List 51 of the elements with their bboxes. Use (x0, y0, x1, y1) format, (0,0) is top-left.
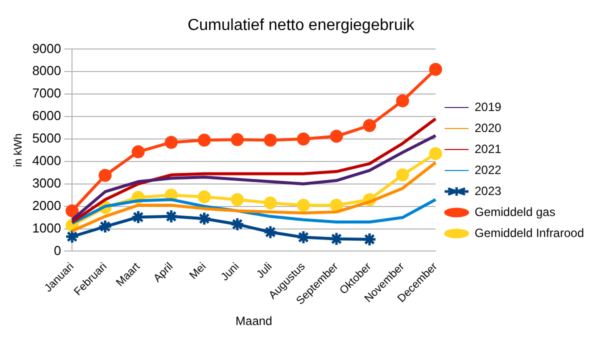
y-tick-label: 3000 (32, 175, 62, 190)
point (132, 145, 145, 158)
point (197, 211, 212, 226)
y-tick-label: 4000 (32, 153, 62, 168)
point (329, 232, 344, 246)
point (296, 198, 310, 212)
y-tick-label: 1000 (32, 220, 62, 236)
point (264, 196, 277, 210)
point (263, 224, 278, 240)
y-tick-label: 6000 (32, 108, 62, 124)
y-tick-label: 2000 (32, 198, 62, 213)
point (429, 62, 442, 76)
x-axis-title: Maand (236, 314, 272, 328)
point (296, 230, 311, 245)
legend-label: 2020 (474, 120, 502, 135)
point (230, 133, 244, 146)
x-tick-label: Mei (188, 260, 209, 282)
point (164, 209, 179, 224)
point (429, 147, 442, 160)
legend-label: 2019 (474, 100, 502, 114)
point (396, 94, 410, 108)
y-tick-label: 8000 (32, 63, 62, 78)
chart-title: Cumulatief netto energiegebruik (188, 17, 416, 34)
point (98, 168, 112, 182)
y-tick-label: 9000 (32, 40, 62, 56)
legend-label: 2022 (474, 162, 502, 177)
point (230, 217, 245, 232)
point (64, 229, 80, 244)
point (264, 134, 277, 147)
point (396, 168, 410, 182)
legend-label: 2023 (474, 184, 502, 198)
point (98, 219, 112, 234)
point (330, 198, 343, 212)
point (198, 190, 211, 204)
point (363, 119, 376, 132)
legend-label: Gemiddeld gas (474, 204, 556, 219)
point (130, 210, 146, 224)
legend-label: 2021 (474, 142, 502, 156)
y-tick-label: 0 (54, 242, 62, 258)
point (296, 132, 310, 146)
point (230, 193, 244, 206)
x-tick-label: Juni (218, 260, 242, 284)
y-tick-label: 5000 (32, 130, 62, 146)
y-axis-title: in kWh (12, 133, 25, 168)
y-tick-label: 7000 (32, 86, 62, 101)
point (198, 134, 211, 147)
point (330, 130, 343, 143)
point (362, 232, 377, 247)
x-tick-label: Juli (254, 260, 275, 281)
legend-label: Gemiddeld Infrarood (474, 226, 584, 240)
point (164, 136, 178, 149)
